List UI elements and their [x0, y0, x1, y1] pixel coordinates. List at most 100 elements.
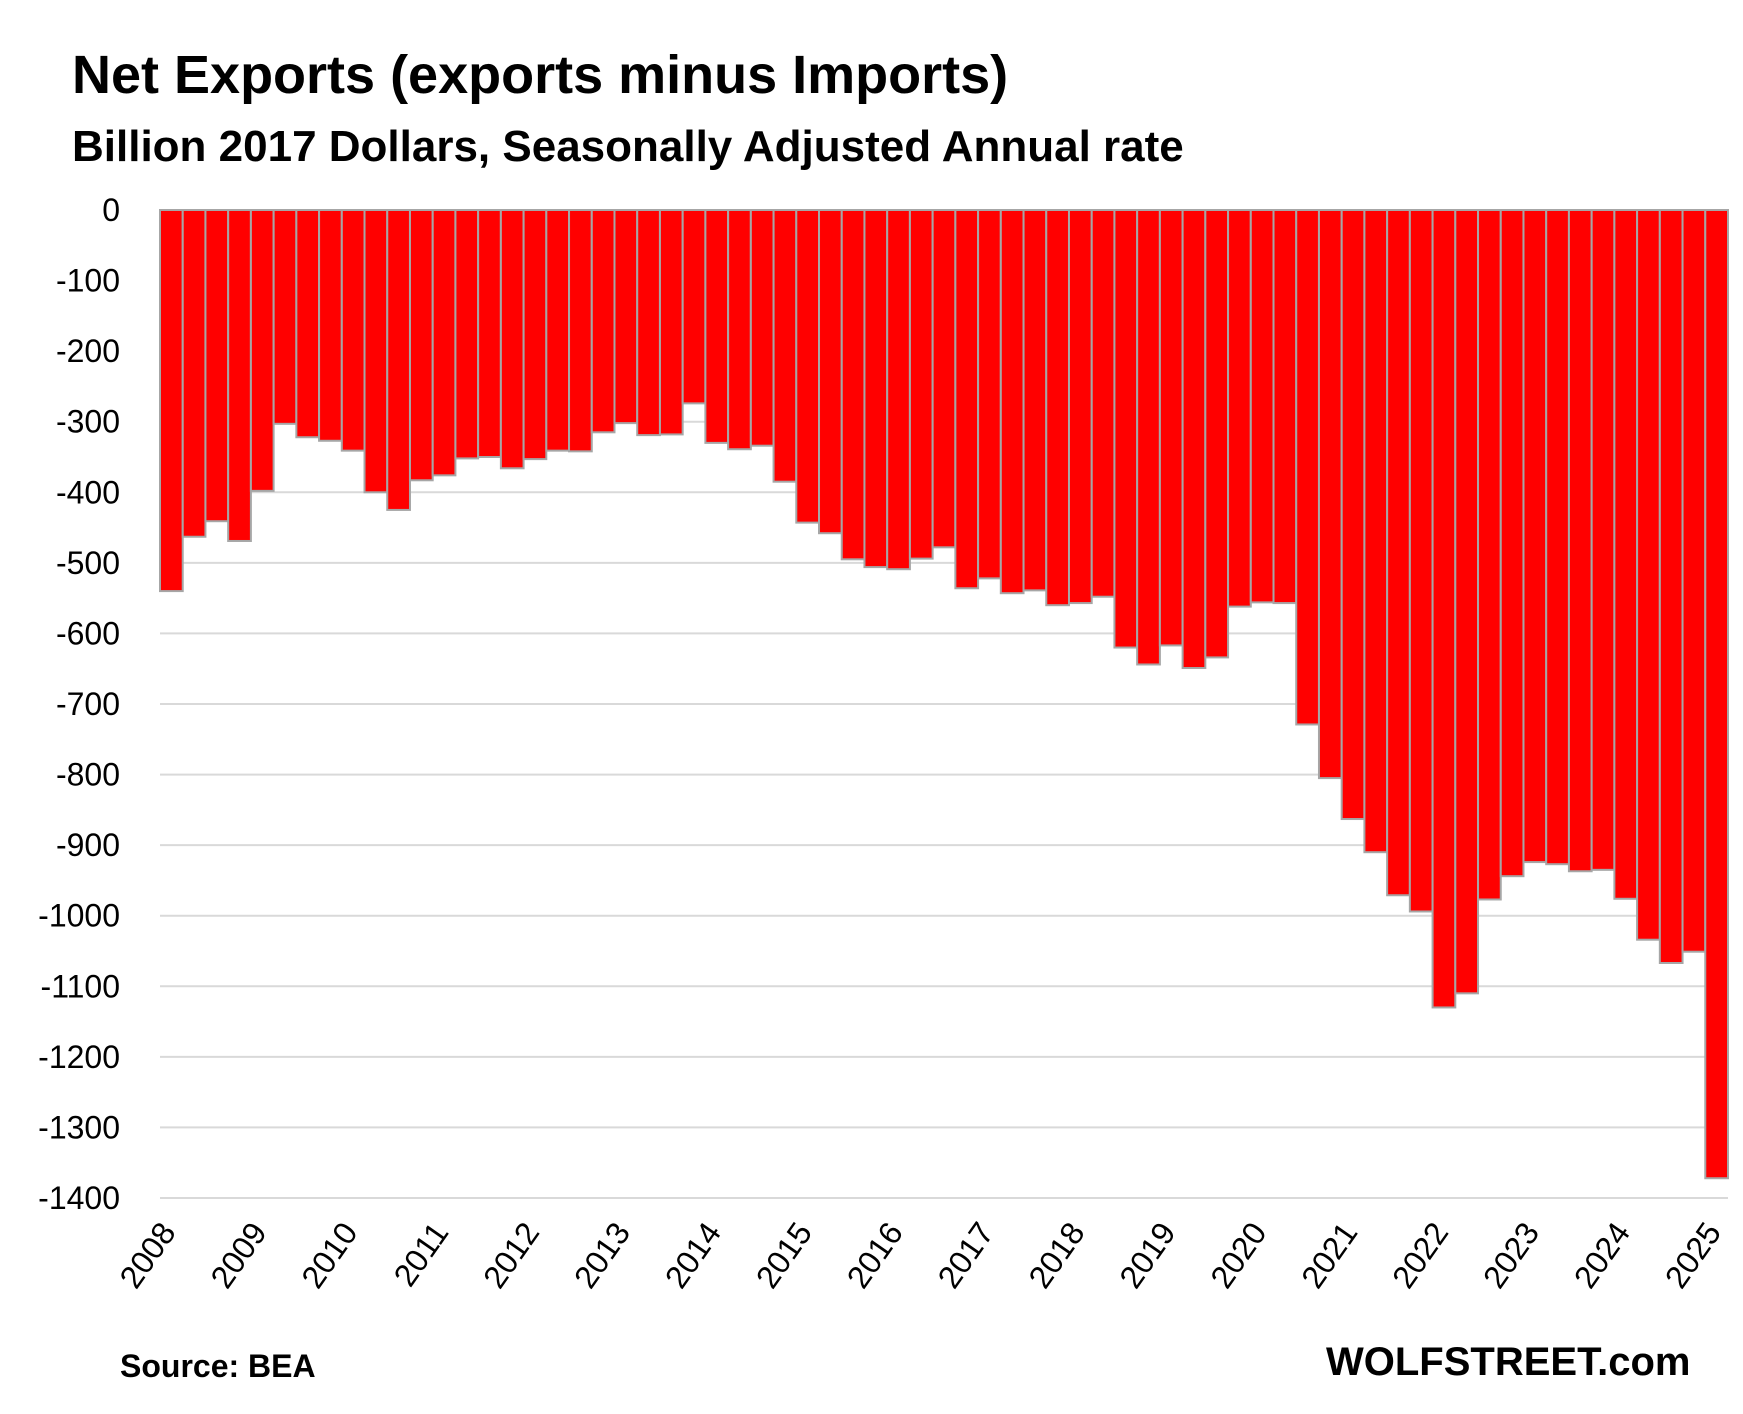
x-tick-label: 2017 [931, 1216, 1001, 1295]
bar [454, 209, 480, 460]
y-axis-tick-labels: 0 -100 -200 -300 -400 -500 -600 -700 -800 -900 -10… [38, 192, 120, 1216]
brand-label: WOLFSTREET.com [1326, 1340, 1691, 1384]
bar [658, 209, 684, 436]
bar [1317, 209, 1343, 780]
x-tick-label: 2010 [294, 1216, 364, 1295]
bar [795, 209, 821, 524]
bar [1249, 209, 1275, 604]
bar [908, 209, 934, 560]
y-tick-label: -800 [56, 757, 120, 793]
bar [681, 209, 707, 405]
bar [1045, 209, 1070, 607]
bar [1477, 209, 1502, 901]
bar [818, 209, 843, 535]
y-tick-label: -1400 [38, 1180, 120, 1216]
bar [999, 209, 1025, 595]
x-tick-label: 2008 [112, 1216, 182, 1295]
x-tick-label: 2022 [1385, 1216, 1455, 1295]
bar [1158, 209, 1184, 647]
y-tick-label: -200 [56, 333, 120, 369]
bar [1340, 209, 1366, 821]
bar [386, 209, 411, 511]
y-tick-label: -1100 [41, 968, 120, 1004]
y-tick-label: -600 [56, 615, 120, 651]
y-tick-label: -1300 [38, 1109, 120, 1145]
y-tick-label: -300 [56, 404, 120, 440]
bar [1613, 209, 1639, 900]
bar [977, 209, 1002, 580]
bar [1295, 209, 1320, 726]
x-tick-label: 2023 [1476, 1216, 1546, 1295]
bar [159, 209, 184, 593]
bar [1431, 209, 1457, 1009]
y-tick-label: -900 [56, 827, 120, 863]
bar [772, 209, 798, 483]
bar [727, 209, 752, 451]
x-tick-label: 2024 [1567, 1216, 1637, 1295]
bar [1522, 209, 1548, 864]
x-tick-label: 2016 [840, 1216, 910, 1295]
bar [1658, 209, 1684, 964]
x-tick-label: 2009 [203, 1216, 273, 1295]
y-tick-label: 0 [102, 192, 120, 228]
x-tick-label: 2020 [1203, 1216, 1273, 1295]
bar [1272, 209, 1298, 605]
x-tick-label: 2013 [567, 1216, 637, 1295]
bar [1454, 209, 1480, 995]
bar [863, 209, 889, 569]
bar [1545, 209, 1570, 866]
y-tick-label: -400 [56, 474, 120, 510]
bar [886, 209, 911, 571]
bar [272, 209, 298, 425]
bars [159, 209, 1730, 1180]
bar [1181, 209, 1207, 670]
bar [340, 209, 366, 452]
source-note: Source: BEA [120, 1348, 316, 1384]
bar [590, 209, 616, 434]
chart-title: Net Exports (exports minus Imports) [72, 45, 1009, 105]
y-tick-label: -500 [56, 545, 120, 581]
chart-subtitle: Billion 2017 Dollars, Seasonally Adjuste… [72, 122, 1184, 171]
bar [431, 209, 457, 477]
y-tick-label: -1200 [38, 1039, 120, 1075]
x-tick-label: 2012 [476, 1216, 546, 1295]
x-tick-label: 2014 [658, 1216, 728, 1295]
bar [1227, 209, 1252, 608]
bar [931, 209, 957, 549]
bar [1499, 209, 1525, 878]
bar [318, 209, 343, 442]
bar [408, 209, 434, 482]
bar [749, 209, 775, 447]
bar [1567, 209, 1593, 873]
bar [613, 209, 639, 425]
bar [1136, 209, 1161, 666]
bar [1386, 209, 1411, 897]
bar [1204, 209, 1230, 659]
bar [363, 209, 389, 494]
bar [1090, 209, 1116, 598]
bar [1636, 209, 1661, 941]
x-tick-label: 2019 [1112, 1216, 1182, 1295]
x-tick-label: 2018 [1021, 1216, 1091, 1295]
bar [1681, 209, 1707, 953]
bar [1067, 209, 1093, 605]
x-tick-label: 2025 [1658, 1216, 1728, 1295]
x-tick-label: 2011 [386, 1216, 455, 1293]
bar [954, 209, 980, 590]
bar [1704, 209, 1730, 1180]
bar [636, 209, 661, 437]
y-tick-label: -1000 [38, 898, 120, 934]
bar [522, 209, 548, 461]
bar [568, 209, 593, 453]
bar [227, 209, 252, 542]
bar [1363, 209, 1389, 854]
bar [1408, 209, 1434, 913]
bar [181, 209, 207, 538]
y-tick-label: -100 [56, 263, 120, 299]
bar [295, 209, 321, 439]
x-axis-tick-labels: 2008 2009 2010 2011 2012 2013 2014 2015 2016 2017… [112, 1216, 1728, 1295]
x-tick-label: 2015 [749, 1216, 819, 1295]
bar [1590, 209, 1616, 871]
y-tick-label: -700 [56, 686, 120, 722]
